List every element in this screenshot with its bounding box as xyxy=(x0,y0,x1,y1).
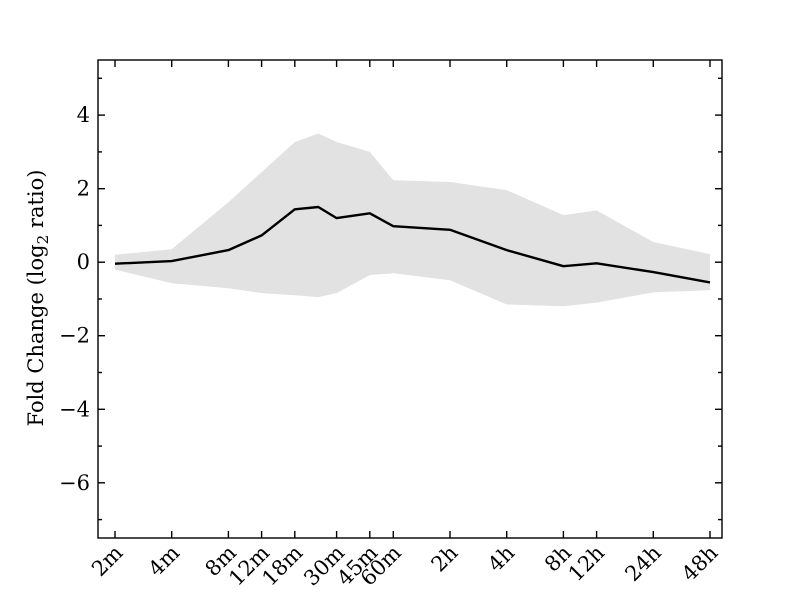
y-tick-label: −6 xyxy=(59,471,90,495)
y-axis-label-text: Fold Change (log xyxy=(23,244,48,427)
x-tick-label: 2h xyxy=(427,541,463,577)
y-tick-label: 0 xyxy=(77,250,90,274)
x-tick-label: 12h xyxy=(564,541,609,586)
axes-frame xyxy=(97,59,723,539)
x-tick-label: 2m xyxy=(87,541,128,582)
x-tick-label: 4m xyxy=(144,541,185,582)
x-tick-label: 4h xyxy=(483,541,519,577)
y-axis-label-text-2: ratio) xyxy=(23,169,48,235)
y-tick-label: −4 xyxy=(59,397,90,421)
confidence-band xyxy=(115,133,710,307)
x-tick-label: 18m xyxy=(257,541,307,591)
x-tick-label: 24h xyxy=(620,541,665,586)
y-axis-label: Fold Change (log2 ratio) xyxy=(24,170,52,427)
mean-line xyxy=(114,205,711,284)
y-tick-label: 4 xyxy=(77,103,90,127)
x-tick-label: 48h xyxy=(677,541,722,586)
y-tick-label: 2 xyxy=(77,177,90,201)
y-tick-label: −2 xyxy=(59,324,90,348)
y-axis-label-subscript: 2 xyxy=(34,234,53,245)
